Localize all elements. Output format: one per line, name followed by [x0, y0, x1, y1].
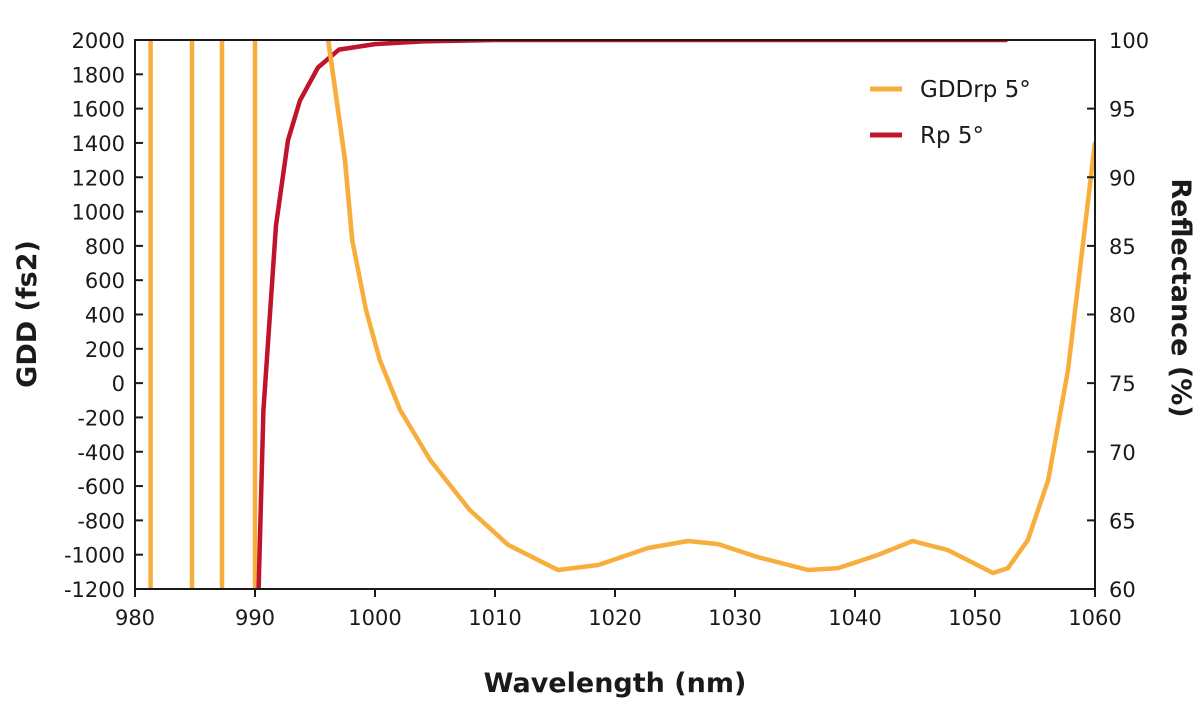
y-right-tick-label: 85	[1109, 235, 1136, 259]
y-right-tick-label: 90	[1109, 166, 1136, 190]
x-tick-label: 1060	[1068, 606, 1121, 630]
y-right-tick-label: 65	[1109, 509, 1136, 533]
y-left-tick-label: -600	[77, 475, 125, 499]
y-right-tick-label: 95	[1109, 98, 1136, 122]
y-right-tick-label: 75	[1109, 372, 1136, 396]
x-tick-label: 1040	[828, 606, 881, 630]
x-tick-label: 990	[235, 606, 275, 630]
series-0-segment-4	[325, 40, 1095, 576]
x-tick-label: 1050	[948, 606, 1001, 630]
y-left-tick-label: 1200	[72, 166, 125, 190]
series-1-segment-0	[256, 40, 1008, 589]
y-axis-left-title: GDD (fs2)	[12, 240, 43, 388]
x-axis-title: Wavelength (nm)	[484, 668, 747, 699]
legend-label-rp: Rp 5°	[920, 123, 984, 149]
y-axis-right-title: Reflectance (%)	[1165, 178, 1196, 417]
y-left-tick-label: 2000	[72, 29, 125, 53]
y-left-tick-label: 400	[85, 304, 125, 328]
legend: GDDrp 5° Rp 5°	[870, 77, 1031, 149]
y-left-tick-label: 0	[112, 372, 125, 396]
gdd-crossing-overlay	[325, 40, 355, 241]
y-left-tick-label: 200	[85, 338, 125, 362]
y-left-tick-label: -400	[77, 441, 125, 465]
y-left-tick-label: 1800	[72, 63, 125, 87]
y-left-tick-label: 800	[85, 235, 125, 259]
legend-label-gdd: GDDrp 5°	[920, 77, 1031, 103]
y-left-tick-label: 1000	[72, 201, 125, 225]
y-left-tick-label: 1400	[72, 132, 125, 156]
y-left-tick-label: -1000	[64, 544, 125, 568]
y-right-tick-label: 100	[1109, 29, 1149, 53]
x-tick-label: 1030	[708, 606, 761, 630]
y-right-tick-label: 70	[1109, 441, 1136, 465]
x-tick-label: 1020	[588, 606, 641, 630]
y-left-tick-label: -800	[77, 509, 125, 533]
y-left-tick-label: 1600	[72, 98, 125, 122]
y-left-tick-label: -1200	[64, 578, 125, 602]
y-left-tick-label: 600	[85, 269, 125, 293]
y-left-tick-label: -200	[77, 406, 125, 430]
y-right-tick-label: 80	[1109, 304, 1136, 328]
y-right-tick-label: 60	[1109, 578, 1136, 602]
ticks: 980 990 1000 1010 1020 1030 1040 1050 1060200018…	[64, 29, 1149, 630]
x-tick-label: 980	[115, 606, 155, 630]
x-tick-label: 1000	[348, 606, 401, 630]
x-tick-label: 1010	[468, 606, 521, 630]
